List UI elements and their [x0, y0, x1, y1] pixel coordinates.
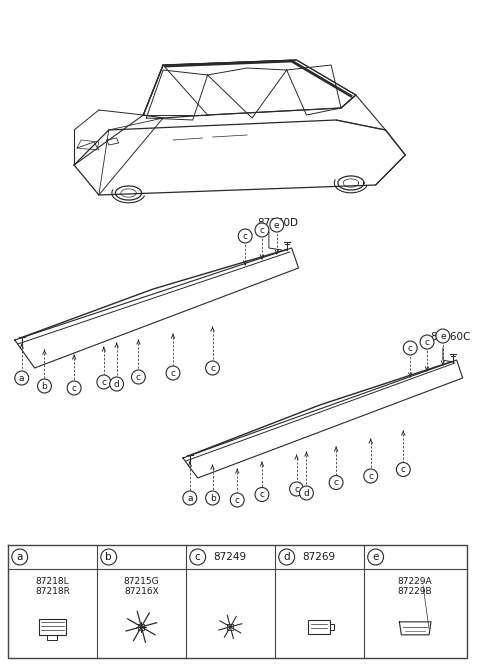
Text: d: d	[114, 379, 120, 389]
Text: c: c	[334, 478, 338, 487]
Text: 87229A: 87229A	[398, 576, 432, 586]
Text: c: c	[170, 369, 176, 377]
Text: c: c	[101, 377, 106, 387]
Text: b: b	[210, 494, 216, 502]
Circle shape	[396, 462, 410, 476]
Circle shape	[279, 549, 295, 565]
Text: c: c	[260, 490, 264, 499]
Circle shape	[436, 329, 450, 343]
Circle shape	[403, 341, 417, 355]
Bar	[38, 619, 66, 635]
Circle shape	[97, 375, 111, 389]
Circle shape	[420, 335, 434, 349]
Text: 87249: 87249	[214, 552, 247, 562]
Text: c: c	[294, 484, 299, 494]
Text: a: a	[187, 494, 192, 502]
Text: 87218L: 87218L	[36, 576, 69, 586]
Circle shape	[364, 469, 378, 483]
Text: c: c	[424, 338, 430, 346]
Circle shape	[205, 361, 219, 375]
Text: e: e	[274, 220, 280, 230]
Circle shape	[205, 491, 219, 505]
Circle shape	[255, 223, 269, 237]
Text: c: c	[368, 472, 373, 480]
Circle shape	[329, 476, 343, 490]
Bar	[309, 620, 330, 634]
Text: c: c	[408, 344, 413, 352]
Circle shape	[183, 491, 197, 505]
Text: a: a	[19, 373, 24, 383]
Text: 87269: 87269	[302, 552, 336, 562]
Circle shape	[255, 488, 269, 502]
Circle shape	[37, 379, 51, 393]
Circle shape	[190, 549, 205, 565]
Text: 87215G: 87215G	[123, 576, 159, 586]
Circle shape	[132, 370, 145, 384]
Text: c: c	[243, 232, 248, 241]
Circle shape	[15, 371, 29, 385]
Circle shape	[110, 377, 123, 391]
Text: 87229B: 87229B	[398, 586, 432, 596]
Text: d: d	[303, 488, 309, 498]
Circle shape	[230, 493, 244, 507]
Text: b: b	[106, 552, 112, 562]
Text: c: c	[260, 226, 264, 234]
Text: 87216X: 87216X	[124, 586, 159, 596]
Text: e: e	[372, 552, 379, 562]
Text: c: c	[235, 496, 240, 505]
Circle shape	[238, 229, 252, 243]
Circle shape	[12, 549, 28, 565]
Text: c: c	[136, 373, 141, 381]
Text: c: c	[195, 552, 201, 562]
Circle shape	[101, 549, 117, 565]
Text: c: c	[72, 383, 77, 393]
Circle shape	[289, 482, 303, 496]
Circle shape	[368, 549, 384, 565]
Text: c: c	[401, 465, 406, 474]
Text: e: e	[440, 332, 445, 340]
Text: c: c	[210, 364, 215, 373]
Text: 87218R: 87218R	[35, 586, 70, 596]
Text: 87160C: 87160C	[430, 332, 470, 342]
Text: d: d	[283, 552, 290, 562]
Circle shape	[166, 366, 180, 380]
Text: b: b	[42, 381, 48, 391]
Circle shape	[67, 381, 81, 395]
Text: a: a	[17, 552, 23, 562]
Circle shape	[300, 486, 313, 500]
Circle shape	[270, 218, 284, 232]
Text: 87160D: 87160D	[257, 218, 298, 228]
